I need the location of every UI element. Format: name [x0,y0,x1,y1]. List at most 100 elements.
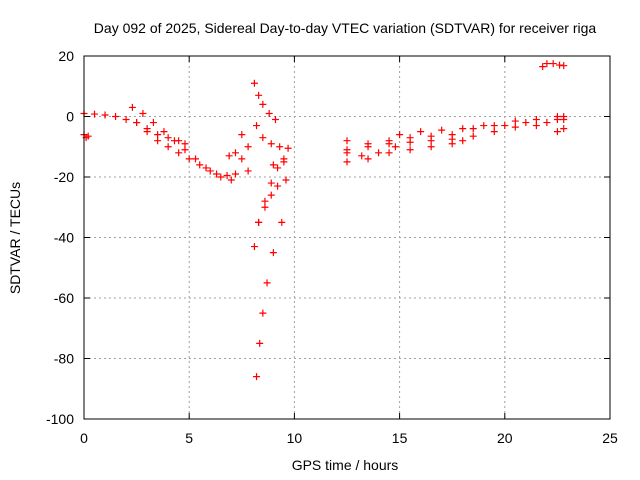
data-point-marker [438,126,446,134]
data-point-marker [427,137,435,145]
data-point-marker [343,146,351,154]
data-point-marker [101,111,109,119]
data-point-marker [511,117,519,125]
data-point-marker [255,91,263,99]
series-arc-d [133,119,235,184]
data-point-marker [143,128,151,136]
data-point-marker [175,149,183,157]
data-point-marker [84,132,92,140]
data-point-marker [385,140,393,148]
data-point-marker [269,161,277,169]
data-point-marker [192,155,200,163]
series-arc-q [396,116,568,139]
data-point-marker [560,62,568,70]
data-point-marker [385,149,393,157]
data-point-marker [267,191,275,199]
data-point-marker [253,373,261,381]
x-tick-label: 5 [185,430,193,446]
series-arc-c [128,103,239,179]
series-arc-r [539,60,568,71]
data-point-marker [343,158,351,166]
data-point-marker [343,137,351,145]
x-tick-label: 20 [497,430,513,446]
y-tick-label: -40 [54,230,74,246]
x-tick-label: 15 [392,430,408,446]
data-point-marker [469,125,477,133]
series-arc-l [269,155,288,169]
data-point-marker [511,123,519,131]
data-point-marker [280,155,288,163]
y-tick-label: 0 [66,109,74,125]
data-point-marker [396,131,404,139]
data-point-marker [122,116,130,124]
data-point-marker [364,155,372,163]
data-point-marker [276,143,284,151]
data-point-marker [459,125,467,133]
data-point-marker [532,116,540,124]
data-point-marker [91,110,99,118]
data-point-marker [269,249,277,257]
data-point-marker [170,137,178,145]
series-arc-e [225,149,252,175]
data-point-marker [238,131,246,139]
data-point-marker [231,149,239,157]
data-point-marker [406,146,414,154]
data-point-marker [128,103,136,111]
data-point-marker [417,128,425,136]
data-point-marker [560,116,568,124]
x-tick-label: 0 [80,430,88,446]
data-point-marker [206,167,214,175]
chart-title: Day 092 of 2025, Sidereal Day-to-day VTE… [94,20,597,36]
data-point-marker [149,119,157,127]
data-point-marker [261,203,269,211]
data-point-marker [154,131,162,139]
data-point-marker [501,122,509,130]
data-point-marker [227,176,235,184]
data-markers [80,60,568,381]
y-tick-label: -100 [46,411,74,427]
axis-ticks: 0 5 10 15 20 25 -100 -80 -60 -40 -20 0 20 [46,48,618,446]
data-point-marker [556,61,564,69]
data-point-marker [255,218,263,226]
data-point-marker [259,134,267,142]
data-point-marker [427,143,435,151]
data-point-marker [375,149,383,157]
y-tick-label: -80 [54,351,74,367]
data-point-marker [553,128,561,136]
data-point-marker [112,113,120,120]
data-point-marker [256,339,264,347]
data-point-marker [259,309,267,317]
x-tick-label: 10 [287,430,303,446]
data-point-marker [490,122,498,130]
data-point-marker [459,137,467,145]
data-point-marker [364,140,372,148]
grid-lines [84,56,610,419]
data-point-marker [263,279,271,287]
data-point-marker [469,132,477,140]
data-point-marker [261,197,269,205]
x-axis-label: GPS time / hours [292,457,399,473]
series-arc-o [343,137,467,166]
data-point-marker [358,152,366,160]
data-point-marker [133,119,141,127]
series-arc-g [250,79,279,124]
data-point-marker [181,140,189,148]
data-point-marker [164,134,172,142]
data-point-marker [250,79,258,87]
y-tick-label: -60 [54,290,74,306]
data-point-marker [560,125,568,133]
data-point-marker [139,109,147,117]
data-point-marker [532,122,540,130]
data-point-marker [213,170,221,178]
data-point-marker [223,171,231,179]
series-arc-k [253,218,286,381]
data-point-marker [284,144,292,152]
data-point-marker [196,161,204,169]
data-point-marker [543,119,551,127]
data-point-marker [282,176,290,184]
data-point-marker [549,60,557,68]
data-point-marker [164,143,172,151]
data-point-marker [250,243,258,251]
data-point-marker [244,167,252,175]
